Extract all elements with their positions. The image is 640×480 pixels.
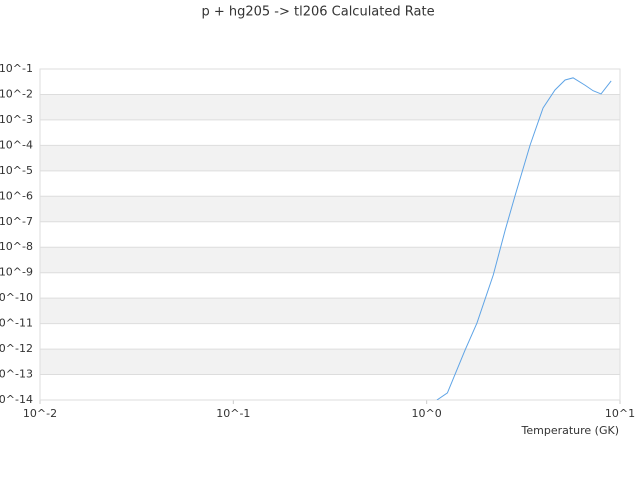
y-tick-label: 10^-1 <box>0 62 33 75</box>
y-tick-label: 10^-13 <box>0 368 33 381</box>
x-axis-label: Temperature (GK) <box>521 424 620 437</box>
y-tick-label: 10^-14 <box>0 393 33 406</box>
y-tick-label: 10^-5 <box>0 164 33 177</box>
grid-band <box>40 145 620 171</box>
y-tick-label: 10^-11 <box>0 317 33 330</box>
x-tick-label: 10^-2 <box>23 407 57 420</box>
y-tick-label: 10^-10 <box>0 291 33 304</box>
grid-band <box>40 196 620 222</box>
y-tick-label: 10^-9 <box>0 266 33 279</box>
grid-band <box>40 94 620 120</box>
y-tick-label: 10^-6 <box>0 189 33 202</box>
plot-border <box>39 68 621 401</box>
grid-band <box>40 298 620 324</box>
y-tick-label: 10^-12 <box>0 342 33 355</box>
data-line <box>436 77 612 400</box>
y-tick-label: 10^-8 <box>0 240 33 253</box>
y-tick-label: 10^-2 <box>0 87 33 100</box>
y-tick-label: 10^-7 <box>0 215 33 228</box>
x-tick-label: 10^1 <box>605 407 635 420</box>
grid-band <box>40 247 620 273</box>
chart-title: p + hg205 -> tl206 Calculated Rate <box>201 5 434 20</box>
x-tick-label: 10^0 <box>412 407 442 420</box>
grid-band <box>40 349 620 375</box>
y-tick-label: 10^-4 <box>0 138 33 151</box>
plot-area <box>436 77 612 400</box>
x-tick-label: 10^-1 <box>216 407 250 420</box>
y-tick-label: 10^-3 <box>0 113 33 126</box>
